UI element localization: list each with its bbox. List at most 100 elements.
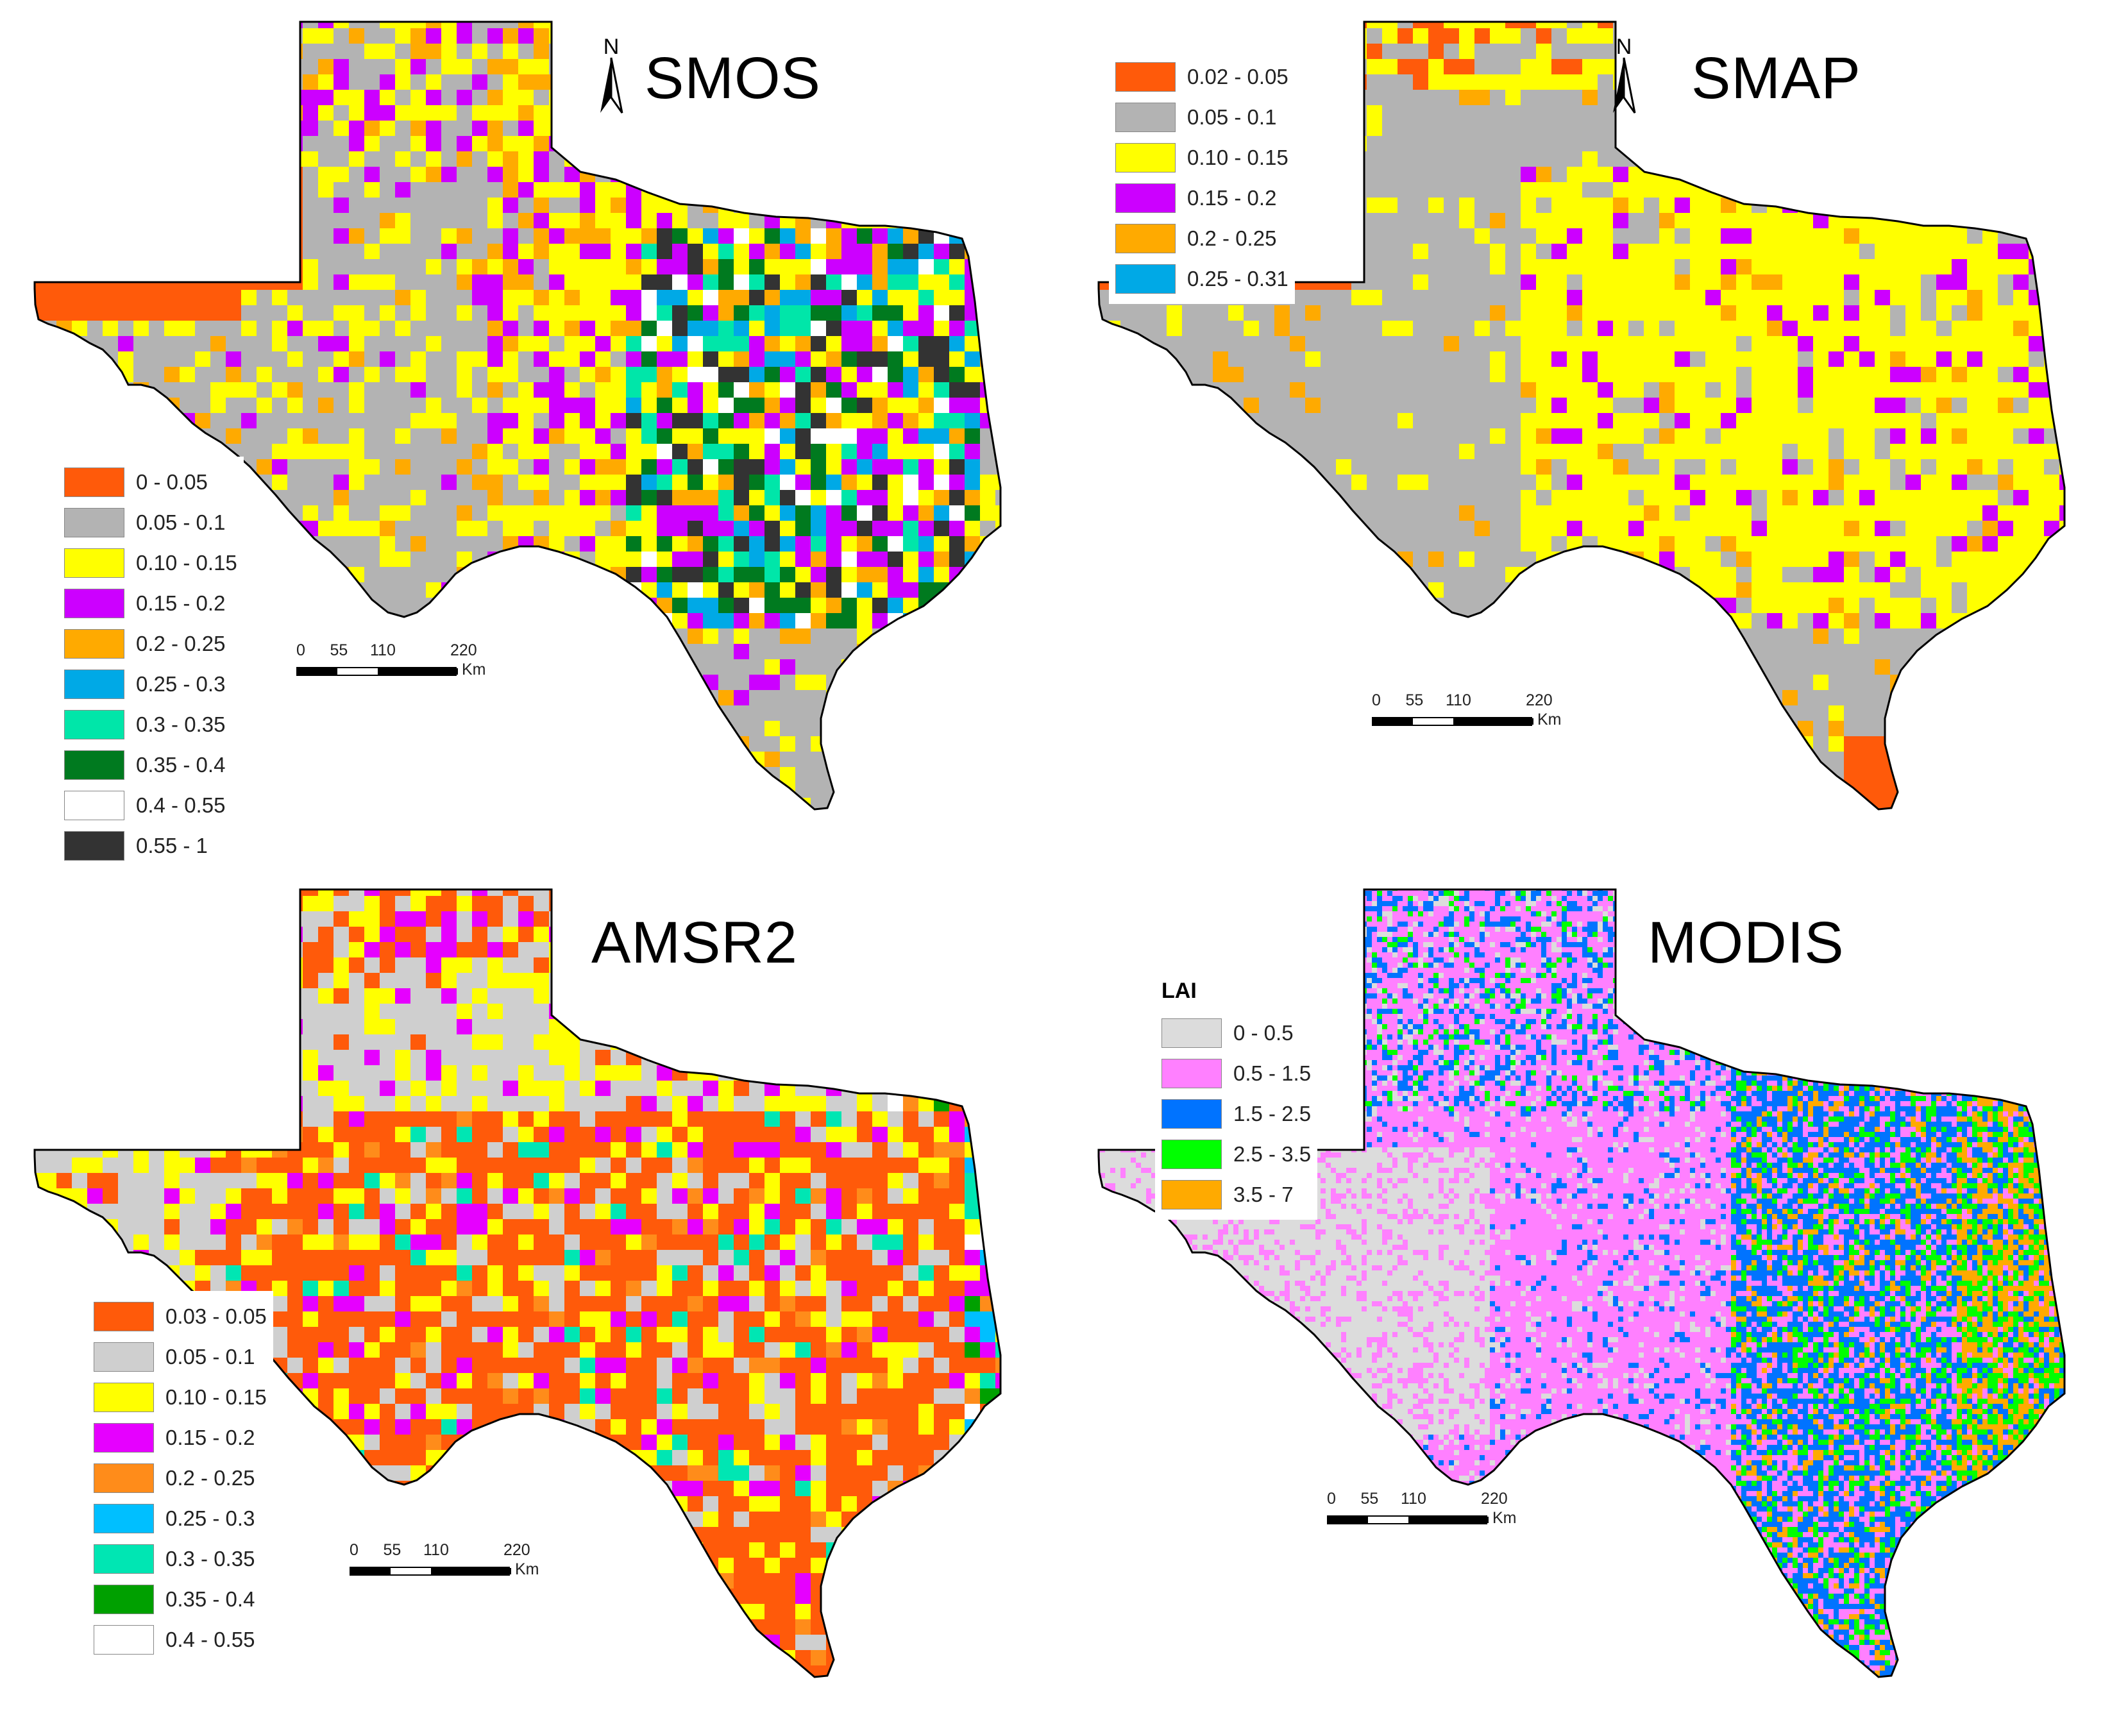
scale-tick-label: 110 bbox=[370, 641, 396, 660]
legend-item: 2.5 - 3.5 bbox=[1161, 1134, 1311, 1174]
legend-item: 0.2 - 0.25 bbox=[64, 623, 237, 664]
scale-bar-graphic bbox=[1372, 717, 1533, 726]
amsr2-panel: AMSR2 0.03 - 0.05 0.05 - 0.1 0.10 - 0.15 0.… bbox=[0, 868, 1064, 1735]
legend-item: 0.05 - 0.1 bbox=[1115, 97, 1288, 137]
legend-swatch bbox=[1161, 1179, 1222, 1209]
legend-swatch bbox=[1161, 1139, 1222, 1169]
scale-tick-label: 110 bbox=[1401, 1490, 1426, 1508]
legend-swatch bbox=[64, 790, 124, 820]
legend-swatch bbox=[1115, 183, 1176, 213]
scale-tick-label: 220 bbox=[1481, 1490, 1508, 1508]
legend-label: 0.25 - 0.3 bbox=[165, 1506, 255, 1531]
legend-item: 0.35 - 0.4 bbox=[94, 1579, 267, 1619]
legend-label: 0.10 - 0.15 bbox=[136, 551, 237, 575]
legend-item: 0.10 - 0.15 bbox=[1115, 137, 1288, 178]
legend-item: 0 - 0.5 bbox=[1161, 1013, 1311, 1053]
legend-label: 0.15 - 0.2 bbox=[165, 1426, 255, 1450]
scale-bar-graphic bbox=[296, 667, 458, 676]
legend-swatch bbox=[1115, 142, 1176, 173]
legend-label: 0.4 - 0.55 bbox=[136, 793, 225, 818]
legend-swatch bbox=[94, 1342, 154, 1372]
legend-label: 0.2 - 0.25 bbox=[136, 632, 225, 656]
legend-item: 0.4 - 0.55 bbox=[64, 785, 237, 825]
scale-tick-label: 0 bbox=[1372, 691, 1381, 710]
scale-bar-graphic bbox=[350, 1567, 511, 1576]
legend-item: 0.55 - 1 bbox=[64, 825, 237, 866]
modis-map bbox=[1097, 888, 2066, 1678]
scale-tick-label: 220 bbox=[450, 641, 477, 660]
legend-label: 0.3 - 0.35 bbox=[165, 1547, 255, 1571]
legend-swatch bbox=[64, 467, 124, 497]
smap-map bbox=[1097, 21, 2066, 811]
legend-swatch bbox=[1115, 102, 1176, 132]
smap-scale-bar: 0 55 110 220 Km bbox=[1372, 691, 1564, 749]
amsr2-map bbox=[33, 888, 1002, 1678]
legend-swatch bbox=[64, 750, 124, 780]
legend-item: 0.35 - 0.4 bbox=[64, 745, 237, 785]
legend-label: 0.05 - 0.1 bbox=[165, 1345, 255, 1369]
scale-tick-label: 55 bbox=[384, 1541, 401, 1560]
legend-label: 0.02 - 0.05 bbox=[1187, 65, 1288, 89]
legend-item: 0.25 - 0.3 bbox=[64, 664, 237, 704]
legend-swatch bbox=[64, 628, 124, 659]
smos-map bbox=[33, 21, 1002, 811]
texas-boundary bbox=[33, 21, 1002, 811]
legend-label: 1.5 - 2.5 bbox=[1233, 1102, 1311, 1126]
legend-item: 0.05 - 0.1 bbox=[64, 502, 237, 543]
scale-unit: Km bbox=[1492, 1509, 1517, 1528]
legend-label: 0.05 - 0.1 bbox=[136, 510, 225, 535]
smos-scale-bar: 0 55 110 220 Km bbox=[296, 641, 489, 699]
legend-item: 1.5 - 2.5 bbox=[1161, 1093, 1311, 1134]
scale-tick-label: 220 bbox=[1526, 691, 1553, 710]
modis-panel: MODIS LAI 0 - 0.5 0.5 - 1.5 1.5 - 2.5 2.5 - … bbox=[1064, 868, 2128, 1735]
legend-swatch bbox=[64, 830, 124, 861]
smos-title: SMOS bbox=[645, 45, 821, 112]
legend-item: 0.15 - 0.2 bbox=[1115, 178, 1288, 218]
legend-label: 2.5 - 3.5 bbox=[1233, 1142, 1311, 1167]
scale-bar-graphic bbox=[1327, 1515, 1489, 1524]
legend-swatch bbox=[94, 1624, 154, 1655]
legend-swatch bbox=[1161, 1018, 1222, 1048]
legend-item: 0.3 - 0.35 bbox=[64, 704, 237, 745]
legend-swatch bbox=[94, 1463, 154, 1493]
legend-label: 0.2 - 0.25 bbox=[1187, 226, 1276, 251]
legend-label: 0.5 - 1.5 bbox=[1233, 1061, 1311, 1086]
scale-tick-label: 110 bbox=[423, 1541, 449, 1560]
legend-label: 0.03 - 0.05 bbox=[165, 1304, 267, 1329]
legend-swatch bbox=[64, 588, 124, 618]
amsr2-legend: 0.03 - 0.05 0.05 - 0.1 0.10 - 0.15 0.15 - 0… bbox=[87, 1291, 273, 1665]
scale-unit: Km bbox=[462, 661, 486, 679]
texas-boundary bbox=[1097, 888, 2066, 1678]
legend-label: 0.4 - 0.55 bbox=[165, 1628, 255, 1652]
legend-item: 0.25 - 0.31 bbox=[1115, 258, 1288, 299]
legend-label: 0 - 0.5 bbox=[1233, 1021, 1294, 1045]
texas-boundary bbox=[33, 888, 1002, 1678]
legend-item: 0.15 - 0.2 bbox=[94, 1417, 267, 1458]
scale-tick-label: 0 bbox=[350, 1541, 359, 1560]
texas-boundary bbox=[1097, 21, 2066, 811]
modis-scale-bar: 0 55 110 220 Km bbox=[1327, 1490, 1519, 1547]
legend-item: 0.4 - 0.55 bbox=[94, 1619, 267, 1660]
legend-label: 3.5 - 7 bbox=[1233, 1183, 1294, 1207]
modis-legend: LAI 0 - 0.5 0.5 - 1.5 1.5 - 2.5 2.5 - 3.5 3.5… bbox=[1155, 973, 1318, 1220]
legend-item: 0.10 - 0.15 bbox=[94, 1377, 267, 1417]
legend-item: 0.3 - 0.35 bbox=[94, 1538, 267, 1579]
amsr2-title: AMSR2 bbox=[591, 909, 798, 977]
legend-swatch bbox=[64, 709, 124, 739]
legend-swatch bbox=[94, 1422, 154, 1453]
legend-label: 0.3 - 0.35 bbox=[136, 712, 225, 737]
legend-label: 0.35 - 0.4 bbox=[165, 1587, 255, 1612]
legend-item: 0.2 - 0.25 bbox=[1115, 218, 1288, 258]
legend-label: 0.10 - 0.15 bbox=[1187, 146, 1288, 170]
smos-panel: SMOS N 0 - 0.05 0.05 - 0.1 0.10 - 0.15 0.15… bbox=[0, 0, 1064, 868]
smos-legend: 0 - 0.05 0.05 - 0.1 0.10 - 0.15 0.15 - 0.2 0… bbox=[58, 457, 244, 868]
legend-label: 0 - 0.05 bbox=[136, 470, 208, 494]
legend-item: 0.03 - 0.05 bbox=[94, 1296, 267, 1336]
legend-label: 0.05 - 0.1 bbox=[1187, 105, 1276, 130]
north-label: N bbox=[604, 35, 620, 59]
scale-tick-label: 220 bbox=[503, 1541, 530, 1560]
legend-label: 0.55 - 1 bbox=[136, 834, 208, 858]
legend-label: 0.15 - 0.2 bbox=[136, 591, 225, 616]
legend-swatch bbox=[64, 669, 124, 699]
legend-swatch bbox=[64, 548, 124, 578]
